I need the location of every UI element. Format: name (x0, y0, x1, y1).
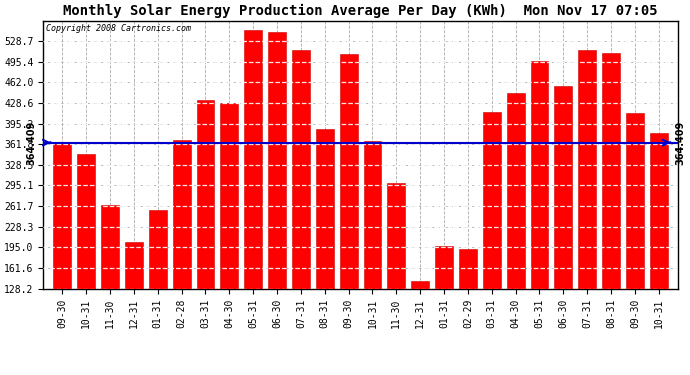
Bar (316, 129, 334, 368)
Text: 13.534: 13.534 (201, 337, 210, 365)
Text: 8.219: 8.219 (106, 342, 115, 365)
Text: 9.319: 9.319 (392, 342, 401, 365)
Text: 16.061: 16.061 (297, 337, 306, 365)
Text: 17.056: 17.056 (248, 337, 257, 365)
Text: 12.916: 12.916 (487, 337, 496, 365)
Bar (268, 32, 286, 368)
Bar (650, 133, 668, 368)
Bar (220, 104, 238, 368)
Text: 11.480: 11.480 (177, 337, 186, 365)
Bar (149, 210, 167, 368)
Text: 11.344: 11.344 (58, 337, 67, 365)
Text: 16.949: 16.949 (273, 337, 282, 365)
Bar (411, 281, 429, 368)
Bar (435, 246, 453, 368)
Text: 16.021: 16.021 (582, 337, 592, 365)
Text: 7.963: 7.963 (153, 342, 162, 365)
Text: 15.849: 15.849 (344, 337, 353, 365)
Text: 12.054: 12.054 (320, 337, 329, 365)
Text: 364.409: 364.409 (676, 120, 685, 165)
Bar (77, 154, 95, 368)
Bar (339, 54, 357, 368)
Text: 15.894: 15.894 (607, 337, 615, 365)
Bar (626, 113, 644, 368)
Text: 6.357: 6.357 (130, 342, 139, 365)
Bar (387, 183, 405, 368)
Text: 11.870: 11.870 (654, 337, 663, 365)
Text: 6.141: 6.141 (440, 342, 449, 365)
Text: 14.226: 14.226 (559, 337, 568, 365)
Bar (53, 143, 71, 368)
Bar (578, 50, 596, 368)
Bar (292, 50, 310, 368)
Bar (172, 140, 190, 368)
Bar (531, 61, 549, 368)
Bar (554, 86, 572, 368)
Text: 364.409: 364.409 (26, 120, 36, 165)
Bar (244, 30, 262, 368)
Bar (197, 100, 215, 368)
Text: 11.461: 11.461 (368, 337, 377, 365)
Text: Copyright 2008 Cartronics.com: Copyright 2008 Cartronics.com (46, 24, 191, 33)
Text: 6.024: 6.024 (464, 342, 473, 365)
Bar (125, 242, 143, 368)
Bar (101, 205, 119, 368)
Bar (364, 141, 382, 368)
Text: 15.481: 15.481 (535, 337, 544, 365)
Title: Monthly Solar Energy Production Average Per Day (KWh)  Mon Nov 17 07:05: Monthly Solar Energy Production Average … (63, 4, 658, 18)
Text: 12.858: 12.858 (631, 337, 640, 365)
Bar (483, 112, 501, 368)
Text: 13.855: 13.855 (511, 337, 520, 365)
Text: 10.806: 10.806 (81, 337, 90, 365)
Bar (506, 93, 524, 368)
Bar (459, 249, 477, 368)
Text: 4.389: 4.389 (415, 342, 424, 365)
Text: 13.343: 13.343 (225, 337, 234, 365)
Bar (602, 53, 620, 368)
